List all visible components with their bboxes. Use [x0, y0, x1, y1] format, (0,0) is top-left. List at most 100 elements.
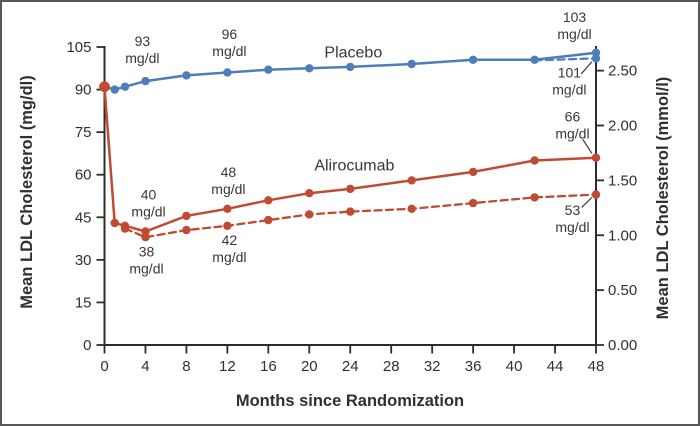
y-axis-left-tick-label: 45 [75, 209, 92, 226]
label-53-mgdl-line-1: 53 [565, 202, 581, 218]
x-axis-tick-label: 28 [383, 358, 400, 375]
label-101-mgdl: 101 mg/dl [552, 65, 586, 98]
x-axis-tick-label: 24 [342, 358, 359, 375]
data-point-alirocumab-dashed [468, 198, 478, 208]
data-point-placebo-solid [346, 62, 355, 72]
label-103-mgdl: 103 mg/dl [557, 9, 591, 42]
label-96-mgdl-line-1: 96 [222, 26, 238, 42]
data-point-alirocumab-solid [468, 167, 478, 177]
data-point-placebo-solid [141, 76, 150, 86]
label-66-mgdl-line-1: 66 [565, 108, 581, 124]
data-point-alirocumab-dashed [223, 221, 232, 230]
label-42-mgdl-line-2: mg/dl [212, 249, 246, 265]
x-axis-tick-label: 4 [141, 358, 149, 375]
y-axis-left-tick-label: 105 [66, 39, 91, 56]
label-53-mgdl: 53 mg/dl [555, 202, 589, 235]
label-42-mgdl: 42 mg/dl [212, 232, 246, 265]
label-66-mgdl-line-2: mg/dl [555, 125, 589, 141]
data-point-placebo-solid [530, 55, 539, 64]
data-point-alirocumab-solid [591, 153, 601, 162]
label-103-mgdl-line-1: 103 [563, 9, 587, 25]
y-axis-right-tick-label: 0.50 [608, 282, 637, 299]
data-point-placebo-solid [120, 82, 130, 91]
data-point-placebo-solid [407, 59, 416, 69]
leader-53-mgdl [581, 196, 593, 208]
label-101-mgdl-line-2: mg/dl [552, 82, 586, 98]
label-93-mgdl: 93 mg/dl [125, 33, 159, 66]
series-label-alirocumab-line-1: Alirocumab [314, 157, 394, 174]
data-point-alirocumab-dashed [407, 204, 416, 213]
label-40-mgdl-line-2: mg/dl [131, 204, 165, 220]
data-point-alirocumab-dashed [141, 233, 150, 242]
series-label-placebo-line-1: Placebo [324, 45, 382, 62]
x-axis-tick-label: 16 [260, 358, 277, 375]
label-101-mgdl-line-1: 101 [558, 65, 582, 81]
label-53-mgdl-line-2: mg/dl [555, 219, 589, 235]
y-axis-left-tick-label: 30 [75, 252, 92, 269]
data-point-alirocumab-solid [223, 204, 232, 213]
data-point-placebo-solid [305, 64, 314, 73]
label-103-mgdl-line-2: mg/dl [557, 26, 591, 42]
x-axis-tick-label: 48 [588, 358, 605, 375]
y-axis-right-tick-label: 2.50 [608, 63, 637, 80]
x-axis-tick-label: 0 [100, 358, 108, 375]
data-point-placebo-solid [223, 68, 232, 77]
data-point-alirocumab-solid [346, 184, 355, 194]
data-point-alirocumab-solid [305, 189, 314, 198]
y-axis-left-tick-label: 75 [75, 124, 92, 141]
data-point-alirocumab-dashed [346, 207, 355, 216]
data-point-alirocumab-solid [264, 196, 273, 205]
data-point-alirocumab-dashed [120, 224, 130, 233]
data-point-alirocumab-solid [407, 176, 416, 185]
y-axis-left-tick-label: 60 [75, 167, 92, 184]
label-48-mgdl-line-1: 48 [221, 164, 237, 180]
y-axis-title-right: Mean LDL Cholesterol (mmol/l) [654, 77, 672, 320]
data-point-placebo-solid [468, 55, 478, 64]
label-40-mgdl-line-1: 40 [141, 187, 157, 203]
x-axis-title: Months since Randomization [236, 392, 464, 410]
series-line-alirocumab-dashed [123, 193, 598, 239]
label-42-mgdl-line-1: 42 [222, 232, 238, 248]
label-40-mgdl: 40 mg/dl [131, 187, 165, 220]
y-axis-right-tick-label: 1.00 [608, 227, 637, 244]
series-line-placebo-dashed [533, 57, 598, 62]
x-axis-tick-label: 12 [219, 358, 236, 375]
data-point-placebo-dashed [591, 54, 601, 63]
y-axis-right-tick-label: 1.50 [608, 172, 637, 189]
x-axis-tick-label: 32 [424, 358, 441, 375]
x-axis-tick-label: 20 [301, 358, 318, 375]
y-axis-title-left: Mean LDL Cholesterol (mg/dl) [18, 75, 36, 308]
y-axis-left-tick-label: 15 [75, 294, 92, 311]
data-point-alirocumab-solid [182, 211, 191, 221]
series-label-alirocumab: Alirocumab [314, 157, 394, 174]
series-label-placebo: Placebo [324, 45, 382, 62]
label-66-mgdl: 66 mg/dl [555, 108, 589, 141]
data-point-placebo-solid [182, 71, 191, 80]
label-96-mgdl-line-2: mg/dl [212, 43, 246, 59]
data-point-alirocumab-solid [110, 218, 119, 228]
x-axis-tick-label: 8 [182, 358, 190, 375]
data-point-alirocumab-dashed [264, 215, 273, 225]
data-point-baseline [99, 81, 110, 93]
data-point-alirocumab-solid [530, 156, 539, 165]
label-48-mgdl: 48 mg/dl [211, 164, 245, 197]
label-38-mgdl-line-2: mg/dl [129, 260, 163, 276]
y-axis-right-tick-label: 2.00 [608, 118, 637, 135]
data-point-alirocumab-dashed [530, 193, 539, 202]
x-axis-tick-label: 44 [547, 358, 564, 375]
data-point-alirocumab-dashed [591, 190, 601, 199]
x-axis-tick-label: 40 [506, 358, 523, 375]
label-38-mgdl: 38 mg/dl [129, 243, 163, 276]
data-point-alirocumab-dashed [182, 225, 191, 235]
leader-66-mgdl [582, 138, 593, 154]
x-axis-tick-label: 36 [465, 358, 482, 375]
label-93-mgdl-line-1: 93 [135, 33, 151, 49]
y-axis-left-tick-label: 90 [75, 82, 92, 99]
label-96-mgdl: 96 mg/dl [212, 26, 246, 59]
y-axis-left-tick-label: 0 [83, 337, 91, 354]
leader-101-mgdl [580, 61, 593, 75]
label-38-mgdl-line-1: 38 [139, 243, 155, 259]
label-48-mgdl-line-2: mg/dl [211, 181, 245, 197]
